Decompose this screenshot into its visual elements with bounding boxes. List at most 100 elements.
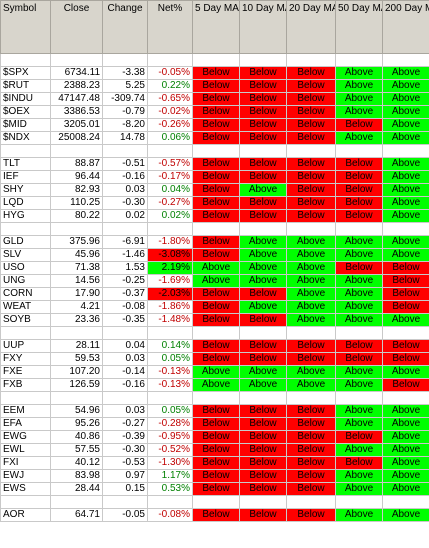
ma-5-day-cell: Above (192, 378, 240, 392)
table-row[interactable]: FXE 107.20 -0.14 -0.13% Above Above Above Above… (0, 365, 429, 379)
ma-10-day-cell: Below (239, 469, 287, 483)
ma-20-day-cell: Above (286, 300, 336, 314)
table-row[interactable]: IEF 96.44 -0.16 -0.17% Below Below Below Below A… (0, 170, 429, 184)
ma-10-day-cell: Below (239, 482, 287, 496)
ma-10-day-cell: Below (239, 131, 287, 145)
table-row[interactable]: USO 71.38 1.53 2.19% Above Above Above Below Bel… (0, 261, 429, 275)
close-cell: 64.71 (50, 508, 103, 522)
ma-5-day-cell: Below (192, 248, 240, 262)
ma-signal-table: Symbol Close Change Net% 5 Day MA 10 Day… (0, 0, 429, 522)
table-row[interactable]: TLT 88.87 -0.51 -0.57% Below Below Below Below A… (0, 157, 429, 171)
net-pct-cell: -0.13% (147, 378, 193, 392)
table-row[interactable]: CORN 17.90 -0.37 -2.03% Below Below Above Above… (0, 287, 429, 301)
close-cell: 59.53 (50, 352, 103, 366)
ma-50-day-cell: Above (335, 92, 383, 106)
symbol-cell: FXE (0, 365, 51, 379)
spacer-cell (147, 144, 193, 158)
table-row[interactable]: GLD 375.96 -6.91 -1.80% Below Above Above Above… (0, 235, 429, 249)
table-row[interactable]: FXI 40.12 -0.53 -1.30% Below Below Below Below A… (0, 456, 429, 470)
table-row[interactable]: $MID 3205.01 -8.20 -0.26% Below Below Below Bel… (0, 118, 429, 132)
table-row[interactable]: WEAT 4.21 -0.08 -1.86% Below Above Above Above B… (0, 300, 429, 314)
change-cell: -0.14 (102, 365, 148, 379)
spacer-cell (147, 326, 193, 340)
symbol-cell: FXY (0, 352, 51, 366)
symbol-cell: SHY (0, 183, 51, 197)
table-row[interactable]: SOYB 23.36 -0.35 -1.48% Below Below Above Above… (0, 313, 429, 327)
col-header-20-day-ma[interactable]: 20 Day MA (286, 0, 336, 54)
ma-200-day-cell: Below (382, 261, 429, 275)
ma-200-day-cell: Above (382, 417, 429, 431)
ma-5-day-cell: Below (192, 209, 240, 223)
ma-200-day-cell: Above (382, 469, 429, 483)
ma-5-day-cell: Below (192, 196, 240, 210)
ma-10-day-cell: Below (239, 287, 287, 301)
table-row[interactable]: FXB 126.59 -0.16 -0.13% Above Above Above Above… (0, 378, 429, 392)
table-row[interactable]: $NDX 25008.24 14.78 0.06% Below Below Below Abo… (0, 131, 429, 145)
ma-200-day-cell: Above (382, 92, 429, 106)
spacer-cell (382, 326, 429, 340)
ma-200-day-cell: Above (382, 248, 429, 262)
table-row[interactable]: EWJ 83.98 0.97 1.17% Below Below Below Above Abo… (0, 469, 429, 483)
ma-5-day-cell: Below (192, 456, 240, 470)
ma-200-day-cell: Above (382, 157, 429, 171)
table-row[interactable]: $RUT 2388.23 5.25 0.22% Below Below Below Above… (0, 79, 429, 93)
table-row[interactable]: EEM 54.96 0.03 0.05% Below Below Below Above Abo… (0, 404, 429, 418)
table-row[interactable]: UUP 28.11 0.04 0.14% Below Below Below Below Bel… (0, 339, 429, 353)
ma-20-day-cell: Below (286, 430, 336, 444)
table-row[interactable]: HYG 80.22 0.02 0.02% Below Below Below Below Abo… (0, 209, 429, 223)
net-pct-cell: 0.14% (147, 339, 193, 353)
col-header-5-day-ma[interactable]: 5 Day MA (192, 0, 240, 54)
change-cell: -0.05 (102, 508, 148, 522)
ma-10-day-cell: Below (239, 339, 287, 353)
close-cell: 3205.01 (50, 118, 103, 132)
col-header-50-day-ma[interactable]: 50 Day MA (335, 0, 383, 54)
symbol-cell: IEF (0, 170, 51, 184)
net-pct-cell: -0.65% (147, 92, 193, 106)
table-row[interactable]: LQD 110.25 -0.30 -0.27% Below Below Below Below… (0, 196, 429, 210)
table-row[interactable]: EWG 40.86 -0.39 -0.95% Below Below Below Below A… (0, 430, 429, 444)
ma-10-day-cell: Above (239, 235, 287, 249)
table-body: $SPX 6734.11 -3.38 -0.05% Below Below Below Abo… (0, 53, 429, 522)
col-header-10-day-ma[interactable]: 10 Day MA (239, 0, 287, 54)
ma-20-day-cell: Below (286, 118, 336, 132)
table-row[interactable]: UNG 14.56 -0.25 -1.69% Above Above Above Above B… (0, 274, 429, 288)
col-header-200-day-ma[interactable]: 200 Day MA (382, 0, 429, 54)
table-row[interactable]: $SPX 6734.11 -3.38 -0.05% Below Below Below Abo… (0, 66, 429, 80)
group-spacer-row (0, 495, 429, 509)
ma-10-day-cell: Below (239, 157, 287, 171)
ma-20-day-cell: Below (286, 209, 336, 223)
spacer-cell (102, 144, 148, 158)
table-row[interactable]: SLV 45.96 -1.46 -3.08% Below Above Above Above A… (0, 248, 429, 262)
table-row[interactable]: EWS 28.44 0.15 0.53% Below Below Below Above Abo… (0, 482, 429, 496)
spacer-cell (0, 391, 51, 405)
ma-200-day-cell: Above (382, 66, 429, 80)
table-row[interactable]: $INDU 47147.48 -309.74 -0.65% Below Below Belo… (0, 92, 429, 106)
ma-10-day-cell: Below (239, 170, 287, 184)
table-row[interactable]: EFA 95.26 -0.27 -0.28% Below Below Below Above A… (0, 417, 429, 431)
ma-10-day-cell: Below (239, 118, 287, 132)
col-header-net-pct[interactable]: Net% (147, 0, 193, 54)
ma-50-day-cell: Below (335, 339, 383, 353)
close-cell: 40.86 (50, 430, 103, 444)
table-row[interactable]: FXY 59.53 0.03 0.05% Below Below Below Below Bel… (0, 352, 429, 366)
table-row[interactable]: AOR 64.71 -0.05 -0.08% Below Below Below Above A… (0, 508, 429, 522)
table-row[interactable]: EWL 57.55 -0.30 -0.52% Below Below Below Above A… (0, 443, 429, 457)
col-header-symbol[interactable]: Symbol (0, 0, 51, 54)
ma-5-day-cell: Below (192, 66, 240, 80)
close-cell: 375.96 (50, 235, 103, 249)
ma-50-day-cell: Above (335, 378, 383, 392)
spacer-cell (286, 391, 336, 405)
table-row[interactable]: SHY 82.93 0.03 0.04% Below Above Below Below Abo… (0, 183, 429, 197)
spacer-cell (286, 222, 336, 236)
table-row[interactable]: $OEX 3386.53 -0.79 -0.02% Below Below Below Abo… (0, 105, 429, 119)
col-header-change[interactable]: Change (102, 0, 148, 54)
close-cell: 28.11 (50, 339, 103, 353)
close-cell: 96.44 (50, 170, 103, 184)
close-cell: 95.26 (50, 417, 103, 431)
ma-20-day-cell: Above (286, 274, 336, 288)
net-pct-cell: 1.17% (147, 469, 193, 483)
ma-5-day-cell: Below (192, 313, 240, 327)
col-header-close[interactable]: Close (50, 0, 103, 54)
spacer-cell (382, 53, 429, 67)
ma-10-day-cell: Below (239, 352, 287, 366)
